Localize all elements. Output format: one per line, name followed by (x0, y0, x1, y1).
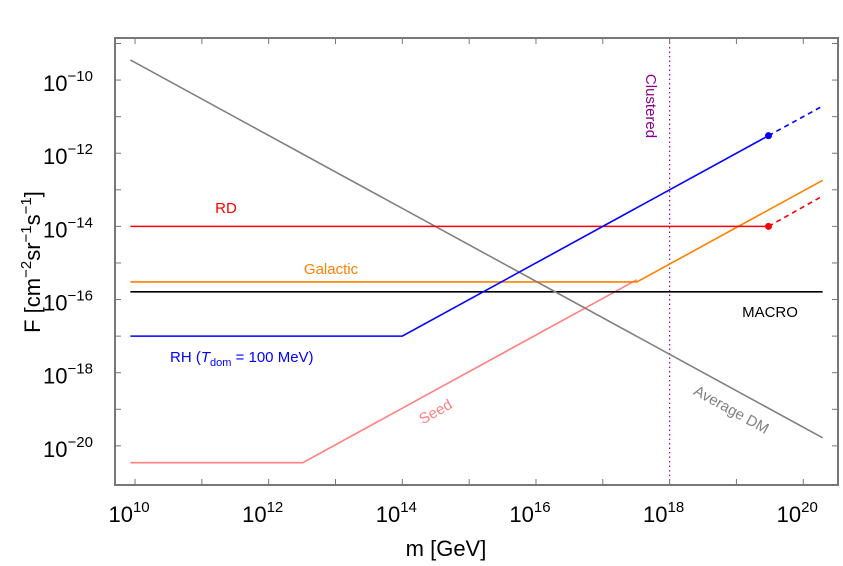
x-tick-label: 1020 (777, 499, 818, 527)
y-tick-label: 10−20 (43, 434, 93, 462)
chart-marks (129, 38, 824, 485)
label-galactic: Galactic (304, 261, 359, 278)
x-tick-label: 1016 (509, 499, 550, 527)
x-axis-title: m [GeV] (406, 536, 487, 561)
series-galactic (130, 179, 824, 283)
series-rd-marker (765, 222, 773, 230)
series-seed (130, 279, 638, 464)
y-tick-label: 10−12 (43, 141, 93, 169)
x-tick-label: 1018 (643, 499, 684, 527)
label-rd: RD (215, 200, 237, 217)
series-rh (130, 134, 769, 337)
y-tick-label: 10−10 (43, 68, 93, 96)
plot-frame (114, 37, 839, 486)
y-tick-label: 10−14 (43, 214, 93, 242)
label-rh: RH (Tdom = 100 MeV) (170, 349, 314, 369)
x-tick-label: 1010 (108, 499, 149, 527)
label-average-dm: Average DM (691, 382, 772, 437)
y-axis-title: F [cm−2sr−1s−1] (18, 191, 45, 333)
label-macro: MACRO (742, 304, 798, 321)
y-tick-label: 10−16 (43, 288, 93, 316)
label-seed: Seed (416, 396, 455, 428)
label-clustered: Clustered (642, 74, 659, 138)
series-rd-dashed (768, 195, 824, 228)
series-rh-marker (765, 132, 773, 140)
axis-ticks: 1010 1012 1014 1016 1018 1020 10−10 10−12 10−14 1… (43, 38, 838, 527)
y-tick-label: 10−18 (43, 361, 93, 389)
x-tick-label: 1012 (242, 499, 283, 527)
x-tick-label: 1014 (376, 499, 417, 527)
series-rh-dashed (768, 105, 824, 137)
series-avgdm (129, 59, 824, 439)
